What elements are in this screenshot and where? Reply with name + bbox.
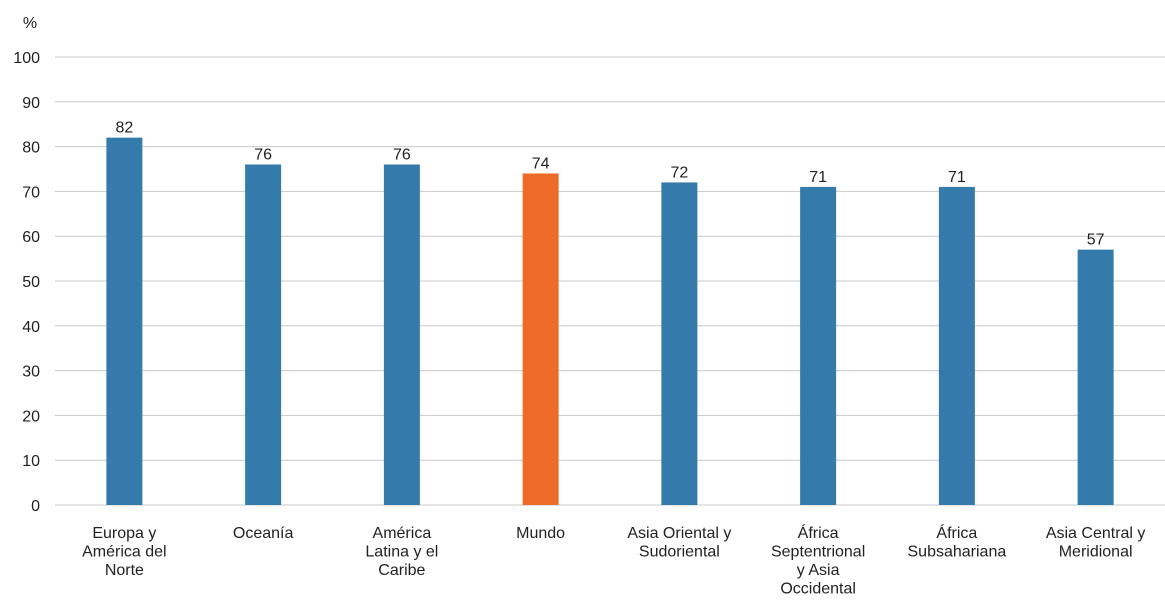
y-tick-label: 10: [22, 453, 40, 470]
x-category-label-line: Occidental: [780, 581, 856, 598]
y-tick-label: 70: [22, 184, 40, 201]
x-category-label-line: Meridional: [1059, 544, 1133, 561]
y-tick-label: 60: [22, 229, 40, 246]
x-category-label-line: y Asia: [797, 562, 840, 579]
x-category-label-line: Europa y: [92, 525, 156, 542]
data-label: 71: [948, 169, 966, 186]
x-category-label: Europa y América del Norte: [82, 525, 166, 579]
x-category-label: Asia Oriental y Sudoriental: [627, 525, 731, 561]
bar: [800, 186, 837, 506]
x-category-label-line: África: [936, 523, 977, 542]
x-category-label-line: Septentrional: [771, 544, 865, 561]
data-label: 76: [393, 147, 411, 164]
x-category-label-line: Caribe: [378, 562, 425, 579]
y-tick-label: 0: [31, 498, 40, 515]
x-axis-categories: Europa y América del Norte Oceanía América La…: [82, 523, 1145, 598]
bar: [938, 186, 975, 506]
x-category-label-line: América del: [82, 544, 166, 561]
bar: [106, 137, 143, 505]
bar: [245, 164, 282, 505]
data-label: 76: [254, 147, 272, 164]
x-category-label: África Septentrional y Asia Occidental: [771, 523, 865, 598]
y-axis-unit-label: %: [23, 15, 37, 32]
y-axis-ticks: 0 10 20 30 40 50 60 70 80 90 100: [13, 50, 40, 515]
data-label: 71: [809, 169, 827, 186]
x-category-label-line: Oceanía: [233, 525, 294, 542]
data-label: 82: [115, 120, 133, 137]
bar: [522, 173, 559, 506]
bar: [661, 182, 698, 505]
x-category-label-line: Latina y el: [365, 544, 438, 561]
x-category-label: Asia Central y Meridional: [1046, 525, 1146, 561]
x-category-label-line: Mundo: [516, 525, 565, 542]
data-label: 74: [532, 155, 550, 172]
grid-lines: [55, 56, 1165, 506]
y-tick-label: 50: [22, 274, 40, 291]
bars: [106, 137, 1114, 506]
x-category-label: América Latina y el Caribe: [365, 525, 438, 579]
x-category-label-line: África: [798, 523, 839, 542]
y-tick-label: 30: [22, 364, 40, 381]
x-category-label-line: Subsahariana: [908, 544, 1007, 561]
y-tick-label: 40: [22, 319, 40, 336]
x-category-label: África Subsahariana: [908, 523, 1007, 561]
y-tick-label: 90: [22, 95, 40, 112]
x-category-label: Mundo: [516, 525, 565, 542]
data-labels: 82 76 76 74 72 71 71 57: [115, 120, 1104, 249]
bar: [383, 164, 420, 505]
data-label: 57: [1087, 232, 1105, 249]
y-tick-label: 20: [22, 408, 40, 425]
data-label: 72: [670, 164, 688, 181]
y-tick-label: 100: [13, 50, 40, 67]
x-category-label-line: Sudoriental: [639, 544, 720, 561]
bar: [1077, 249, 1114, 505]
y-tick-label: 80: [22, 140, 40, 157]
x-category-label: Oceanía: [233, 525, 294, 542]
x-category-label-line: Norte: [105, 562, 144, 579]
x-category-label-line: Asia Central y: [1046, 525, 1146, 542]
x-category-label-line: América: [373, 525, 432, 542]
x-category-label-line: Asia Oriental y: [627, 525, 731, 542]
